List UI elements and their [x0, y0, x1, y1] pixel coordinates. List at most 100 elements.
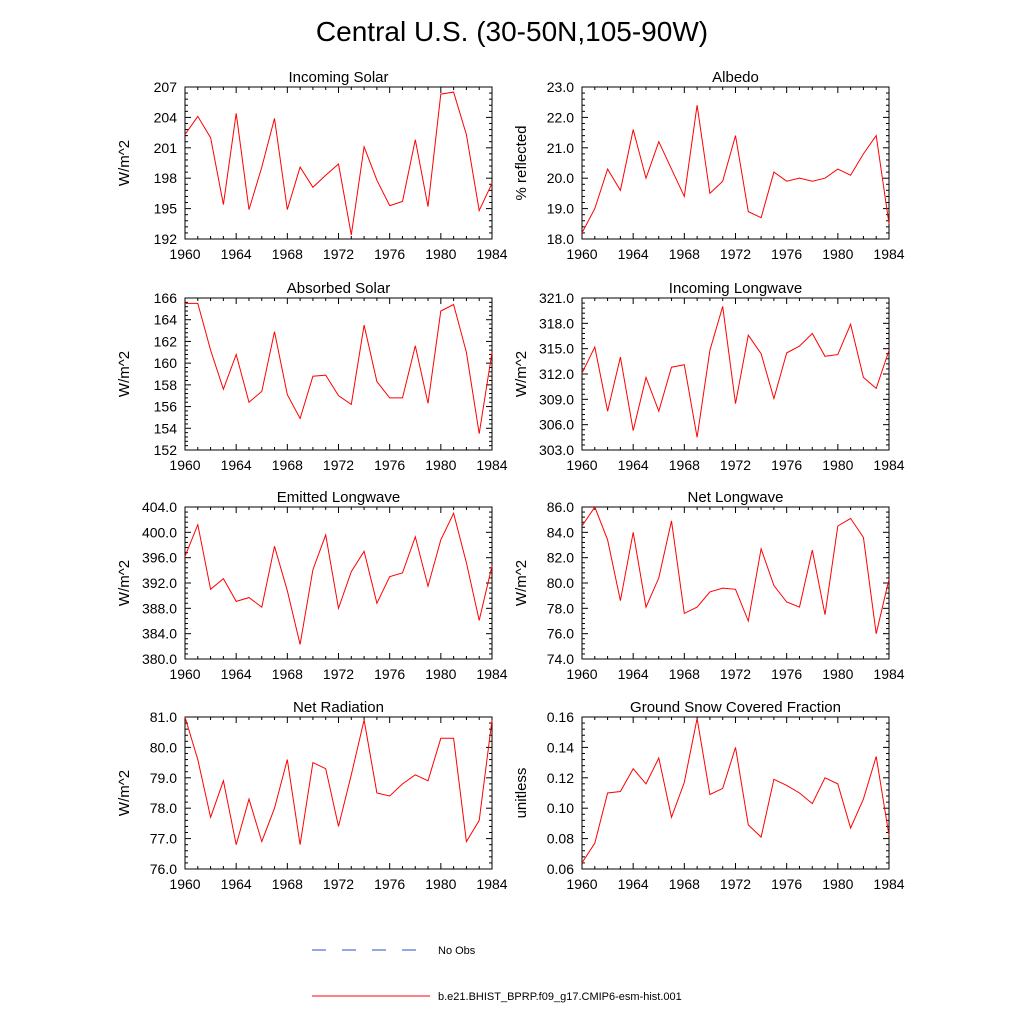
x-tick-label: 1972: [720, 666, 751, 682]
panel-7: Ground Snow Covered Fraction unitless 1960…: [513, 699, 905, 892]
x-tick-label: 1972: [720, 876, 751, 892]
x-tick-label: 1972: [323, 457, 354, 473]
x-tick-label: 1960: [169, 666, 200, 682]
y-tick-label: 207: [154, 79, 178, 95]
y-tick-label: 400.0: [142, 524, 177, 540]
panel-title: Net Longwave: [688, 489, 784, 506]
y-tick-label: 84.0: [547, 524, 574, 540]
x-tick-label: 1968: [669, 876, 700, 892]
panel-1: Albedo % reflected 1960 1964 1968 1972 1976 198…: [513, 69, 905, 262]
y-tick-label: 201: [154, 140, 178, 156]
y-tick-label: 21.0: [547, 140, 574, 156]
y-tick-label: 160: [154, 355, 178, 371]
series-line-0: [185, 302, 493, 434]
y-tick-label: 81.0: [150, 709, 177, 725]
panel-6: Net Radiation W/m^2 1960 1964 1968 1972 1976 19…: [116, 699, 508, 892]
y-tick-label: 74.0: [547, 651, 574, 667]
x-tick-label: 1976: [771, 666, 802, 682]
plot-frame: [581, 297, 890, 451]
y-tick-label: 404.0: [142, 499, 177, 515]
x-tick-label: 1968: [669, 457, 700, 473]
x-tick-label: 1960: [566, 666, 597, 682]
y-tick-label: 0.10: [547, 800, 574, 816]
series-line-0: [184, 716, 493, 845]
y-tick-label: 80.0: [150, 739, 177, 755]
y-tick-label: 392.0: [142, 575, 177, 591]
y-tick-label: 18.0: [547, 231, 574, 247]
y-tick-label: 22.0: [547, 109, 574, 125]
y-tick-label: 396.0: [142, 550, 177, 566]
y-tick-label: 19.0: [547, 201, 574, 217]
y-tick-label: 76.0: [547, 626, 574, 642]
y-tick-label: 204: [154, 109, 178, 125]
series-line-0: [184, 91, 493, 235]
x-tick-label: 1964: [618, 246, 649, 262]
y-tick-label: 152: [154, 442, 178, 458]
panel-title: Net Radiation: [293, 699, 384, 716]
y-tick-label: 195: [154, 201, 178, 217]
y-tick-label: 0.14: [547, 739, 574, 755]
panel-2: Absorbed Solar W/m^2 1960 1964 1968 1972 1976 1…: [116, 280, 508, 473]
x-tick-label: 1984: [476, 246, 507, 262]
y-tick-label: 0.06: [547, 861, 574, 877]
x-tick-label: 1972: [720, 457, 751, 473]
y-axis-label: W/m^2: [116, 770, 133, 816]
panel-title: Absorbed Solar: [287, 280, 390, 297]
y-tick-label: 162: [154, 333, 178, 349]
y-tick-label: 79.0: [150, 770, 177, 786]
legend-label-run: b.e21.BHIST_BPRP.f09_g17.CMIP6-esm-hist.…: [438, 991, 682, 1003]
x-tick-label: 1972: [720, 246, 751, 262]
plot-frame: [581, 86, 890, 240]
legend: No Obs b.e21.BHIST_BPRP.f09_g17.CMIP6-es…: [312, 945, 682, 1003]
x-tick-label: 1964: [618, 666, 649, 682]
y-axis-label: W/m^2: [116, 560, 133, 606]
y-tick-label: 318.0: [539, 315, 574, 331]
x-tick-label: 1980: [822, 876, 853, 892]
x-tick-label: 1968: [272, 666, 303, 682]
panel-title: Incoming Longwave: [669, 280, 802, 297]
x-tick-label: 1968: [669, 246, 700, 262]
figure-title: Central U.S. (30-50N,105-90W): [316, 16, 708, 47]
x-tick-label: 1980: [425, 246, 456, 262]
x-tick-label: 1964: [618, 457, 649, 473]
y-axis-label: W/m^2: [116, 140, 133, 186]
x-tick-label: 1976: [771, 457, 802, 473]
legend-label-no-obs: No Obs: [438, 945, 476, 957]
y-axis-label: W/m^2: [116, 351, 133, 397]
plot-frame: [184, 297, 493, 451]
x-tick-label: 1976: [374, 666, 405, 682]
plot-frame: [581, 506, 890, 660]
series-line-0: [184, 511, 493, 645]
x-tick-label: 1964: [221, 666, 252, 682]
panel-4: Emitted Longwave W/m^2 1960 1964 1968 1972 197…: [116, 489, 508, 682]
x-tick-label: 1960: [169, 246, 200, 262]
y-axis-label: unitless: [513, 768, 530, 819]
y-tick-label: 86.0: [547, 499, 574, 515]
y-tick-label: 76.0: [150, 861, 177, 877]
series-line-0: [581, 505, 890, 634]
panel-title: Emitted Longwave: [277, 489, 400, 506]
x-tick-label: 1972: [323, 246, 354, 262]
y-tick-label: 23.0: [547, 79, 574, 95]
y-tick-label: 315.0: [539, 341, 574, 357]
x-tick-label: 1976: [374, 876, 405, 892]
y-tick-label: 0.12: [547, 770, 574, 786]
x-tick-label: 1980: [425, 457, 456, 473]
series-line-0: [581, 306, 890, 438]
panel-title: Ground Snow Covered Fraction: [630, 699, 841, 716]
y-tick-label: 166: [154, 290, 178, 306]
y-tick-label: 156: [154, 399, 178, 415]
x-tick-label: 1968: [272, 457, 303, 473]
panel-title: Albedo: [712, 69, 759, 86]
x-tick-label: 1984: [873, 666, 904, 682]
panel-3: Incoming Longwave W/m^2 1960 1964 1968 1972 19…: [513, 280, 905, 473]
y-tick-label: 0.16: [547, 709, 574, 725]
y-tick-label: 20.0: [547, 170, 574, 186]
y-tick-label: 164: [154, 312, 178, 328]
panel-title: Incoming Solar: [288, 69, 388, 86]
x-tick-label: 1984: [476, 876, 507, 892]
series-line-0: [581, 718, 890, 864]
y-tick-label: 80.0: [547, 575, 574, 591]
x-tick-label: 1968: [669, 666, 700, 682]
